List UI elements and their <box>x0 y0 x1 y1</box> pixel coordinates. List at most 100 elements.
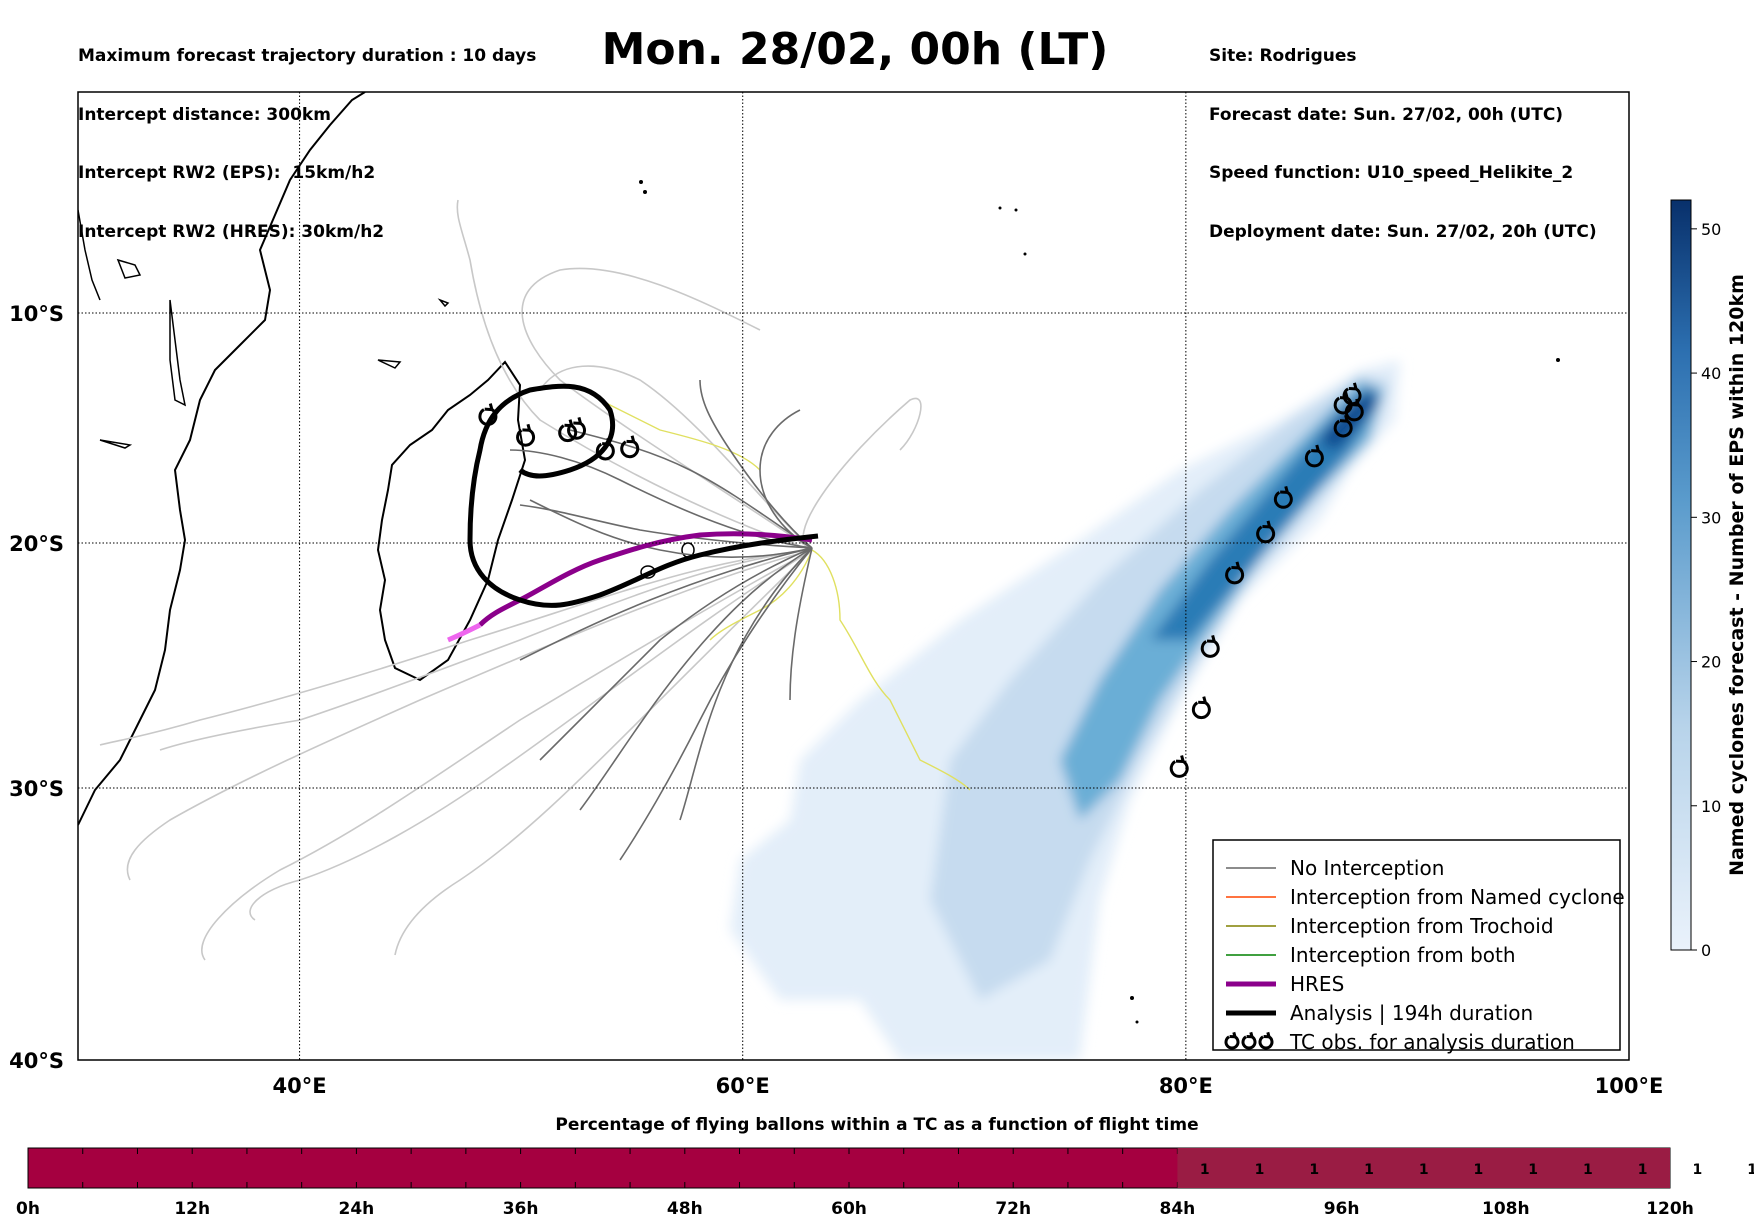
time-label: 120h <box>1646 1199 1694 1219</box>
legend-item: Analysis | 194h duration <box>1226 1001 1533 1025</box>
small-islands <box>639 180 1560 1024</box>
lon-label: 80°E <box>1159 1074 1213 1098</box>
tc-obs-icon <box>620 435 640 459</box>
percentage-value: 1 <box>1309 1162 1319 1178</box>
tc-obs-icon <box>1224 1031 1240 1050</box>
legend-item: TC obs. for analysis duration <box>1224 1030 1575 1054</box>
lat-label: 20°S <box>9 532 64 556</box>
colorbar-tick-label: 50 <box>1701 220 1721 239</box>
colorbar-tick-label: 30 <box>1701 508 1721 527</box>
colorbar-title: Named cyclones forecast - Number of EPS … <box>1726 274 1748 876</box>
colorbar-tick-label: 10 <box>1701 797 1721 816</box>
site-line: Speed function: U10_speed_Helikite_2 <box>1209 163 1574 183</box>
tc-obs-icon <box>478 403 498 426</box>
tc-obs-icon <box>1191 696 1211 720</box>
tc-obs-icon <box>1256 520 1276 544</box>
graticule: 40°E 60°E 80°E 100°E 10°S 20°S 30°S 40°S <box>9 92 1663 1098</box>
legend-item: Interception from Named cyclone <box>1226 885 1625 909</box>
lon-label: 60°E <box>716 1074 770 1098</box>
site-line: Site: Rodrigues <box>1209 46 1357 66</box>
legend-label: Interception from Named cyclone <box>1290 885 1625 909</box>
legend-label: Interception from both <box>1290 943 1516 967</box>
analysis-track <box>467 383 819 608</box>
percentage-bar: 111111111111 0h12h24h36h48h60h72h84h96h1… <box>16 1147 1754 1219</box>
hres-track-tail <box>447 622 482 643</box>
tc-obs-icon <box>1225 561 1245 585</box>
time-label: 96h <box>1324 1199 1360 1219</box>
legend-item: HRES <box>1226 972 1344 996</box>
legend-box <box>1212 839 1621 1051</box>
time-label: 84h <box>1160 1199 1196 1219</box>
tc-obs-markers <box>478 382 1364 778</box>
tc-obs-icon <box>1241 1031 1257 1050</box>
africa-coastline <box>78 92 366 826</box>
map-content <box>78 92 1560 1060</box>
legend-item: No Interception <box>1226 856 1444 880</box>
lat-label: 10°S <box>9 302 64 326</box>
percentage-value: 1 <box>1474 1162 1484 1178</box>
tc-obs-icon <box>1169 755 1189 778</box>
percentage-value: 1 <box>1528 1162 1538 1178</box>
site-line: Deployment date: Sun. 27/02, 20h (UTC) <box>1209 221 1597 242</box>
percentage-bar-title: Percentage of flying ballons within a TC… <box>555 1115 1199 1135</box>
yellow-tracks <box>599 399 971 791</box>
lat-label: 40°S <box>9 1049 64 1073</box>
time-label: 108h <box>1482 1199 1530 1219</box>
percentage-value: 1 <box>1200 1162 1210 1178</box>
tc-obs-icon <box>1304 444 1324 468</box>
northern-islands <box>99 258 450 449</box>
tc-obs-icon <box>1342 382 1362 406</box>
percentage-value: 1 <box>1638 1162 1648 1178</box>
colorbar-tick-label: 0 <box>1701 941 1711 960</box>
legend-item: Interception from both <box>1226 943 1516 967</box>
percentage-value: 1 <box>1692 1162 1702 1178</box>
tc-obs-icon <box>595 437 615 461</box>
legend-label: No Interception <box>1290 856 1444 880</box>
colorbar: 0 10 20 30 40 50 Named cyclones forecast - Nu… <box>1670 199 1748 960</box>
forecast-settings: Maximum forecast trajectory duration : 1… <box>78 8 536 262</box>
legend-label: Interception from Trochoid <box>1290 914 1554 938</box>
setting-line: Intercept distance: 300km <box>78 104 331 125</box>
site-info: Site: Rodrigues Forecast date: Sun. 27/0… <box>1209 8 1597 262</box>
lon-label: 40°E <box>273 1074 327 1098</box>
legend-label: TC obs. for analysis duration <box>1289 1030 1575 1054</box>
colorbar-tick-label: 20 <box>1701 653 1721 672</box>
lon-label: 100°E <box>1595 1074 1664 1098</box>
setting-line: Intercept RW2 (HRES): 30km/h2 <box>78 221 385 242</box>
percentage-value: 1 <box>1364 1162 1374 1178</box>
legend-label: HRES <box>1290 972 1344 996</box>
time-label: 72h <box>995 1199 1031 1219</box>
percentage-value: 1 <box>1747 1162 1754 1178</box>
bar-active-region <box>1177 1148 1670 1188</box>
map-title: Mon. 28/02, 00h (LT) <box>601 24 1109 75</box>
tc-obs-icon <box>1258 1031 1274 1050</box>
colorbar-ramp <box>1670 199 1692 951</box>
legend-item: Interception from Trochoid <box>1226 914 1554 938</box>
lat-label: 30°S <box>9 777 64 801</box>
time-label: 24h <box>339 1199 375 1219</box>
madagascar-outline <box>376 360 527 682</box>
light-ensemble-tracks <box>99 199 922 961</box>
setting-line: Maximum forecast trajectory duration : 1… <box>78 46 537 66</box>
percentage-value: 1 <box>1255 1162 1265 1178</box>
time-label: 60h <box>831 1199 867 1219</box>
map-frame <box>77 91 1630 1061</box>
time-label: 0h <box>16 1199 40 1219</box>
time-label: 12h <box>174 1199 210 1219</box>
hres-track <box>478 531 813 627</box>
tc-obs-icon <box>1273 485 1293 509</box>
tc-obs-icon <box>567 416 586 440</box>
legend-label: Analysis | 194h duration <box>1290 1001 1533 1025</box>
time-label: 36h <box>503 1199 539 1219</box>
cyclone-density-shading <box>730 360 1400 1060</box>
dark-ensemble-tracks <box>509 379 813 861</box>
percentage-value: 1 <box>1583 1162 1593 1178</box>
tc-obs-icon <box>1200 635 1220 658</box>
legend: No Interception Interception from Named c… <box>1212 839 1625 1054</box>
tc-obs-icon <box>516 423 536 447</box>
colorbar-tick-label: 40 <box>1701 364 1721 383</box>
setting-line: Intercept RW2 (EPS): 15km/h2 <box>78 163 376 183</box>
site-line: Forecast date: Sun. 27/02, 00h (UTC) <box>1209 104 1564 125</box>
percentage-value: 1 <box>1419 1162 1429 1178</box>
